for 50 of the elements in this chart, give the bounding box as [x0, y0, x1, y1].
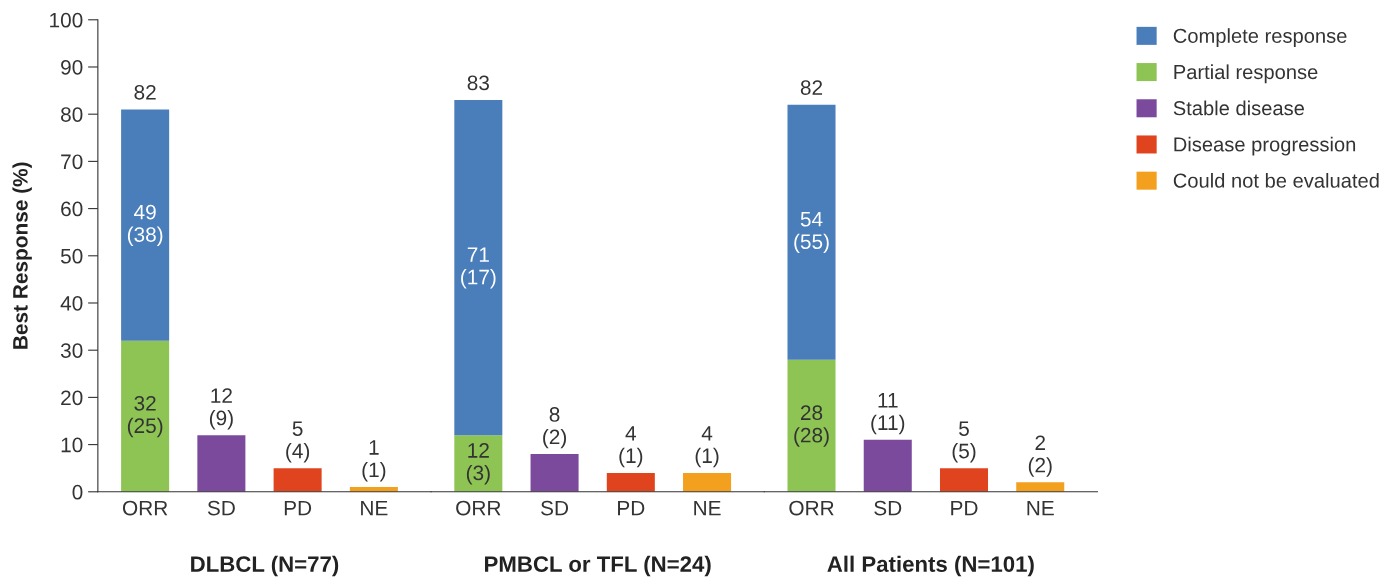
data-label: 1 (1): [362, 440, 386, 482]
x-axis-title: DLBCL (N=77): [191, 555, 339, 577]
data-label: 28 (28): [794, 405, 829, 447]
x-tick-label: ORR: [789, 500, 834, 516]
data-label: 49 (38): [127, 204, 163, 247]
x-tick-label: ORR: [122, 500, 168, 516]
data-label: 12 (9): [209, 388, 233, 430]
data-label: 71 (17): [461, 247, 496, 289]
x-tick-label: SD: [874, 500, 902, 516]
data-label: 5 (4): [286, 421, 310, 463]
data-label: 2 (2): [1028, 435, 1052, 477]
legend-label: Disease progression: [1174, 136, 1356, 156]
y-tick-label: 60: [61, 201, 83, 217]
x-tick-label: PD: [284, 500, 312, 516]
x-tick-label: PD: [951, 500, 978, 516]
x-tick-label: ORR: [456, 500, 501, 516]
y-tick-label: 30: [60, 343, 83, 358]
data-label: 32 (25): [127, 395, 163, 438]
y-tick-label: 100: [50, 12, 83, 28]
data-label: 54 (55): [794, 212, 829, 254]
x-tick-label: SD: [541, 500, 569, 516]
y-tick-label: 0: [72, 484, 83, 500]
data-label: 11 (11): [871, 393, 905, 435]
x-tick-label: NE: [361, 500, 388, 516]
legend-label: Stable disease: [1173, 100, 1304, 116]
data-label: 4 (1): [695, 426, 719, 468]
legend-label: Complete response: [1173, 28, 1347, 47]
data-label: 5 (5): [952, 421, 976, 463]
total-label: 83: [467, 75, 489, 91]
data-label: 8 (2): [543, 407, 567, 449]
y-tick-label: 90: [61, 59, 83, 75]
x-tick-label: SD: [207, 500, 235, 516]
y-tick-label: 70: [61, 154, 83, 170]
x-axis-title: All Patients (N=101): [827, 555, 1034, 577]
legend-label: Partial response: [1174, 64, 1318, 84]
x-tick-label: PD: [618, 500, 645, 516]
x-tick-label: NE: [1027, 500, 1054, 516]
total-label: 82: [800, 80, 823, 95]
legend-label: Could not be evaluated: [1173, 172, 1379, 188]
total-label: 82: [134, 84, 156, 100]
x-axis-title: PMBCL or TFL (N=24): [485, 555, 711, 577]
y-tick-label: 40: [60, 295, 83, 311]
y-axis-title: Best Response (%): [12, 162, 32, 349]
y-tick-label: 80: [61, 107, 83, 122]
data-label: 12 (3): [466, 443, 490, 485]
y-tick-label: 20: [61, 390, 83, 406]
data-label: 4 (1): [619, 426, 643, 468]
y-tick-label: 10: [61, 437, 83, 453]
x-tick-label: NE: [694, 500, 721, 516]
y-tick-label: 50: [60, 248, 83, 264]
